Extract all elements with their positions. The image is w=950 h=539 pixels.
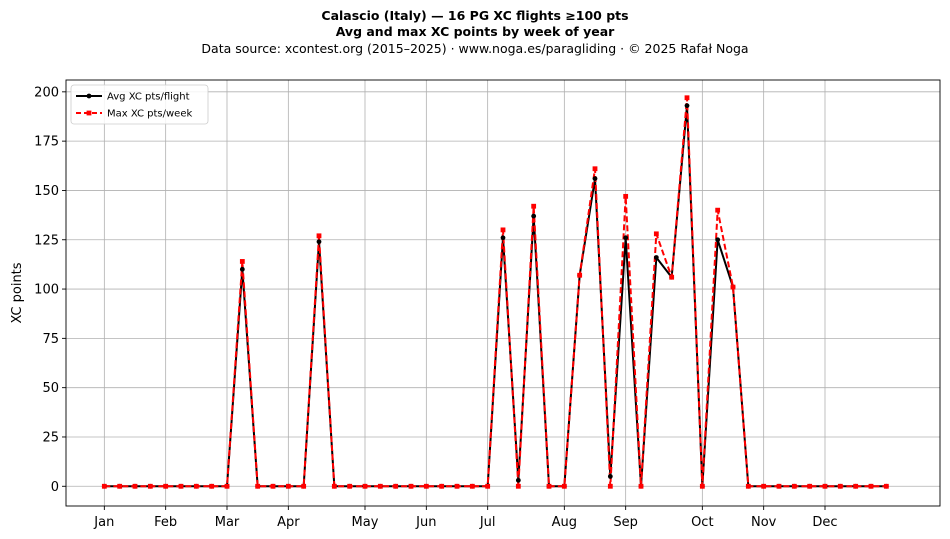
data-point	[515, 483, 521, 489]
data-point	[715, 237, 721, 243]
data-point	[316, 239, 322, 245]
data-point	[239, 266, 245, 272]
data-point	[117, 483, 123, 489]
x-tick-label: May	[352, 515, 379, 530]
data-point	[531, 213, 537, 219]
data-point	[393, 483, 399, 489]
data-point	[439, 483, 445, 489]
y-axis-label: XC points	[10, 262, 25, 323]
data-point	[193, 483, 199, 489]
chart-title: Calascio (Italy) — 16 PG XC flights ≥100…	[321, 8, 629, 23]
legend-box	[70, 84, 209, 125]
data-point	[224, 483, 230, 489]
data-point	[715, 207, 721, 213]
x-tick-label: Apr	[277, 515, 300, 530]
data-point	[316, 233, 322, 239]
data-point	[178, 483, 184, 489]
data-point	[623, 235, 629, 241]
data-point	[147, 483, 153, 489]
data-point	[669, 274, 675, 280]
data-point	[791, 483, 797, 489]
y-tick-label: 175	[34, 135, 59, 150]
legend-swatch-marker	[86, 93, 92, 99]
y-tick-label: 125	[34, 233, 59, 248]
data-point	[745, 483, 751, 489]
data-point	[255, 483, 261, 489]
data-point	[776, 483, 782, 489]
data-point	[454, 483, 460, 489]
data-point	[347, 483, 353, 489]
data-point	[500, 235, 506, 241]
data-point	[730, 284, 736, 290]
data-point	[301, 483, 307, 489]
y-tick-label: 50	[42, 381, 59, 396]
x-tick-label: Oct	[691, 515, 713, 530]
x-tick-label: Aug	[552, 515, 577, 530]
data-point	[577, 272, 583, 278]
data-point	[515, 477, 521, 483]
data-point	[331, 483, 337, 489]
data-point	[761, 483, 767, 489]
data-point	[377, 483, 383, 489]
chart-source: Data source: xcontest.org (2015–2025) · …	[201, 41, 749, 56]
data-point	[132, 483, 138, 489]
data-point	[485, 483, 491, 489]
x-tick-label: Feb	[154, 515, 177, 530]
data-point	[500, 227, 506, 233]
series-line-2	[104, 96, 887, 488]
data-point	[408, 483, 414, 489]
data-point	[285, 483, 291, 489]
x-tick-label: Jul	[479, 515, 496, 530]
data-point	[653, 231, 659, 237]
data-point	[561, 483, 567, 489]
x-tick-label: Jan	[93, 515, 114, 530]
data-point	[807, 483, 813, 489]
x-tick-label: Nov	[751, 515, 777, 530]
data-point	[469, 483, 475, 489]
data-point	[362, 483, 368, 489]
x-tick-label: Sep	[613, 515, 638, 530]
data-point	[822, 483, 828, 489]
y-tick-label: 0	[51, 480, 59, 495]
data-point	[684, 103, 690, 109]
x-tick-label: Dec	[812, 515, 837, 530]
data-point	[592, 176, 598, 182]
plot-frame	[65, 79, 941, 507]
legend-swatch-marker	[86, 110, 92, 116]
y-tick-label: 150	[34, 184, 59, 199]
data-point	[607, 483, 613, 489]
data-point	[868, 483, 874, 489]
data-point	[883, 483, 889, 489]
data-point	[423, 483, 429, 489]
data-point	[638, 483, 644, 489]
data-point	[684, 95, 690, 101]
data-point	[607, 474, 613, 479]
legend-label: Avg XC pts/flight	[107, 92, 190, 103]
data-point	[270, 483, 276, 489]
data-point	[837, 483, 843, 489]
series-line-1	[104, 104, 887, 488]
legend-label: Max XC pts/week	[107, 109, 192, 120]
y-tick-label: 100	[34, 283, 59, 298]
data-point	[101, 483, 107, 489]
x-tick-label: Jun	[415, 515, 436, 530]
data-point	[531, 203, 537, 209]
data-point	[592, 166, 598, 172]
data-point	[853, 483, 859, 489]
data-point	[163, 483, 169, 489]
chart-subtitle: Avg and max XC points by week of year	[335, 24, 615, 39]
data-point	[209, 483, 215, 489]
data-point	[699, 483, 705, 489]
chart-titles: Calascio (Italy) — 16 PG XC flights ≥100…	[0, 8, 950, 58]
y-tick-label: 200	[34, 85, 59, 100]
data-point	[546, 483, 552, 489]
data-point	[239, 259, 245, 264]
x-tick-label: Mar	[215, 515, 240, 530]
data-point	[653, 255, 659, 260]
y-tick-label: 25	[42, 430, 59, 445]
y-tick-label: 75	[42, 332, 59, 347]
data-point	[623, 193, 629, 199]
